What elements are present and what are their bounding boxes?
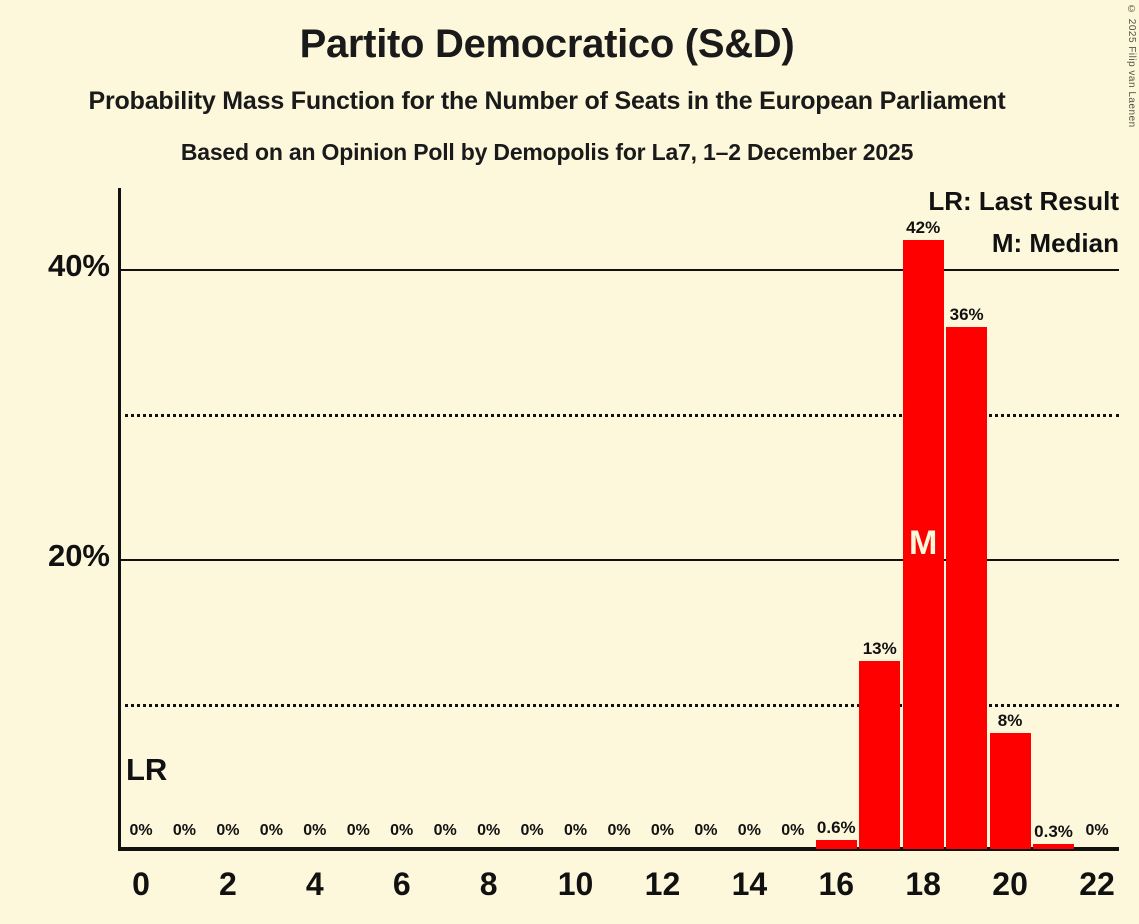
x-tick-label: 14	[731, 866, 768, 902]
y-axis	[118, 188, 121, 851]
bar-value-label: 0%	[346, 822, 370, 839]
gridline-10	[118, 704, 1119, 707]
chart-subtitle: Probability Mass Function for the Number…	[88, 87, 1006, 115]
bar-value-label: 0%	[563, 822, 588, 839]
legend-median: M: Median	[991, 228, 1119, 258]
median-marker: M	[909, 524, 938, 562]
bar-value-label: 0.6%	[816, 818, 856, 838]
legend-last-result: LR: Last Result	[928, 186, 1119, 216]
x-tick-label: 20	[992, 866, 1028, 902]
bar	[989, 733, 1031, 849]
page-title: Partito Democratico (S&D)	[299, 22, 795, 66]
x-tick-label: 12	[644, 866, 681, 902]
bar-value-label: 0%	[737, 822, 761, 839]
bar	[946, 327, 988, 849]
bar-value-label: 0%	[1085, 822, 1109, 839]
bar-value-label: 0%	[694, 822, 718, 839]
bar-value-label: 0%	[433, 822, 457, 839]
bar-value-label: 0%	[172, 822, 197, 839]
x-tick-label: 16	[818, 866, 855, 902]
bar-value-label: 0%	[477, 822, 501, 839]
plot-area: 0% 0% 0% 0% 0% 0% 0% 0% 0% 0% 0% 0% 0% 0% 0% 0% 0.6% 13% 4…	[118, 188, 1119, 849]
x-tick-label: 4	[305, 866, 324, 902]
bar-value-label: 0%	[607, 822, 631, 839]
bar-value-label: 0%	[259, 822, 283, 839]
bar-value-label: 0%	[216, 822, 240, 839]
bar-value-label: 0%	[303, 822, 327, 839]
x-tick-label: 2	[219, 866, 237, 902]
gridline-40	[118, 269, 1119, 271]
bar-value-label: 36%	[949, 305, 984, 324]
bar	[902, 240, 944, 849]
bar-value-label: 0%	[390, 822, 414, 839]
x-tick-label: 8	[479, 866, 498, 902]
bar-value-label: 13%	[862, 638, 897, 658]
bar-value-label: 8%	[997, 711, 1023, 730]
bar-value-label: 0%	[781, 822, 805, 839]
bar-value-label: 0.3%	[1034, 822, 1073, 841]
gridline-30	[118, 414, 1119, 417]
gridline-20	[118, 559, 1119, 561]
bar-value-label: 42%	[906, 218, 941, 237]
x-tick-label: 6	[392, 866, 411, 902]
last-result-marker: LR	[126, 752, 168, 787]
bar-value-label: 0%	[129, 822, 153, 839]
bar	[815, 840, 857, 849]
x-tick-label: 10	[557, 866, 594, 902]
bar-value-label: 0%	[650, 822, 675, 839]
x-tick-label: 18	[905, 866, 941, 902]
bar-value-label: 0%	[520, 822, 544, 839]
x-axis	[118, 847, 1119, 851]
copyright-notice: © 2025 Filip van Laenen	[1126, 4, 1137, 128]
x-tick-label: 22	[1079, 866, 1115, 902]
bar	[859, 660, 901, 849]
y-tick-label: 40%	[47, 248, 110, 283]
y-tick-label: 20%	[47, 538, 110, 573]
chart-source-note: Based on an Opinion Poll by Demopolis fo…	[180, 139, 914, 165]
bar	[1033, 844, 1075, 849]
x-tick-label: 0	[132, 866, 150, 902]
